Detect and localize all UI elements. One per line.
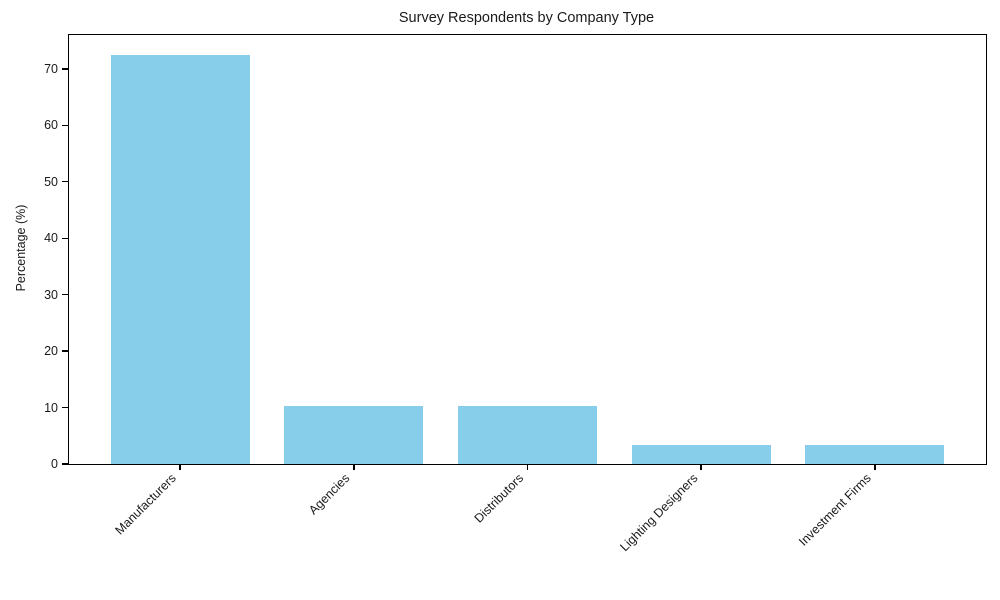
x-tick-label: Investment Firms <box>796 471 874 549</box>
x-tick-label: Agencies <box>306 471 353 518</box>
y-tick-label: 10 <box>44 400 58 415</box>
y-tick-mark <box>62 124 68 126</box>
y-tick-label: 70 <box>44 61 58 76</box>
y-axis-label: Percentage (%) <box>14 204 28 292</box>
y-tick-label: 0 <box>51 457 58 471</box>
bar-lighting-designers <box>631 444 771 464</box>
x-tick-mark <box>353 464 355 470</box>
x-tick-mark <box>874 464 876 470</box>
y-tick-mark <box>62 463 68 465</box>
y-tick-mark <box>62 68 68 70</box>
y-tick-label: 60 <box>44 118 58 133</box>
y-tick-label: 30 <box>44 287 58 302</box>
y-tick-label: 20 <box>44 344 58 359</box>
y-tick-label: 40 <box>44 231 58 246</box>
y-tick-mark <box>62 293 68 296</box>
plot-area: 0 10 20 30 40 50 60 70 Manufacturers Agencies Dis… <box>44 34 987 554</box>
x-tick-label: Lighting Designers <box>617 471 701 555</box>
bar-distributors <box>458 405 597 464</box>
bar-manufacturers <box>110 55 250 464</box>
chart-title: Survey Respondents by Company Type <box>398 10 655 26</box>
bar-investment-firms <box>805 444 945 464</box>
x-tick-mark <box>179 464 181 470</box>
bar-agencies <box>284 405 424 464</box>
y-tick-label: 50 <box>44 174 58 189</box>
x-tick-label: Distributors <box>471 471 527 526</box>
y-tick-mark <box>62 406 68 409</box>
y-tick-mark <box>62 350 68 352</box>
x-tick-mark <box>700 464 702 470</box>
x-tick-label: Manufacturers <box>112 471 180 538</box>
y-tick-mark <box>62 181 68 183</box>
y-tick-mark <box>62 237 68 239</box>
x-tick-mark <box>526 464 529 470</box>
